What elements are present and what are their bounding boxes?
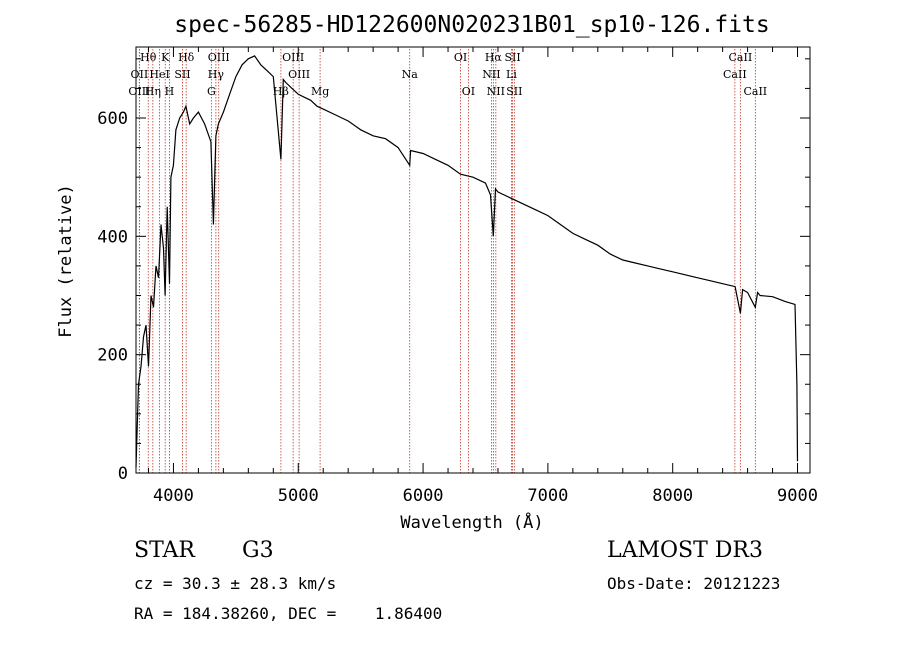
y-tick-label: 600 <box>97 109 128 129</box>
y-tick-label: 200 <box>97 346 128 366</box>
y-tick-label: 400 <box>97 227 128 247</box>
line-label: Na <box>402 68 419 81</box>
y-axis-ticks: 0 200 400 600 <box>97 58 810 484</box>
line-label: CaII <box>723 68 747 81</box>
coordinates: RA = 184.38260, DEC = 1.86400 <box>134 604 443 623</box>
survey-label: LAMOST DR3 <box>607 538 763 563</box>
x-tick-label: 4000 <box>153 486 194 506</box>
line-label: SII <box>504 51 520 64</box>
line-label: SII <box>506 85 522 98</box>
object-class: STAR <box>134 538 195 563</box>
emission-line-markers <box>138 49 756 473</box>
line-label: OIII <box>128 85 150 98</box>
line-label: Hη <box>145 85 161 98</box>
spectrum-line <box>135 55 799 468</box>
x-tick-label: 7000 <box>527 486 568 506</box>
line-label: Hα <box>485 51 503 64</box>
line-label: Hγ <box>208 68 225 81</box>
x-tick-label: 9000 <box>777 486 818 506</box>
line-label: OII <box>131 68 149 81</box>
line-label: Li <box>506 68 517 81</box>
y-tick-label: 0 <box>118 464 128 484</box>
x-axis-label: Wavelength (Å) <box>400 511 543 533</box>
line-label: Mg <box>311 85 329 98</box>
x-axis-ticks: 4000 5000 6000 7000 8000 9000 <box>147 47 818 506</box>
line-label: NII <box>482 68 500 81</box>
line-label: OI <box>462 85 475 98</box>
line-label: Hθ <box>140 51 157 64</box>
line-label: OIII <box>288 68 310 81</box>
line-label: K <box>161 51 170 64</box>
plot-frame <box>135 46 811 474</box>
line-label: SII <box>174 68 190 81</box>
x-tick-label: 6000 <box>403 486 444 506</box>
object-subclass: G3 <box>242 538 274 563</box>
line-label: HeI <box>149 68 169 81</box>
x-tick-label: 5000 <box>278 486 319 506</box>
line-label: NII <box>487 85 505 98</box>
line-label: CaII <box>743 85 767 98</box>
line-label: OIII <box>282 51 304 64</box>
line-label: H <box>165 85 175 98</box>
y-axis-label: Flux (relative) <box>56 184 76 338</box>
line-label: OI <box>454 51 467 64</box>
redshift-velocity: cz = 30.3 ± 28.3 km/s <box>134 574 337 593</box>
line-label: Hδ <box>178 51 195 64</box>
line-label: G <box>207 85 216 98</box>
chart-title: spec-56285-HD122600N020231B01_sp10-126.f… <box>174 12 769 38</box>
line-label: CaII <box>729 51 753 64</box>
x-tick-label: 8000 <box>652 486 693 506</box>
line-label: OIII <box>208 51 230 64</box>
observation-date: Obs-Date: 20121223 <box>607 574 781 593</box>
line-label: Hβ <box>273 85 289 98</box>
